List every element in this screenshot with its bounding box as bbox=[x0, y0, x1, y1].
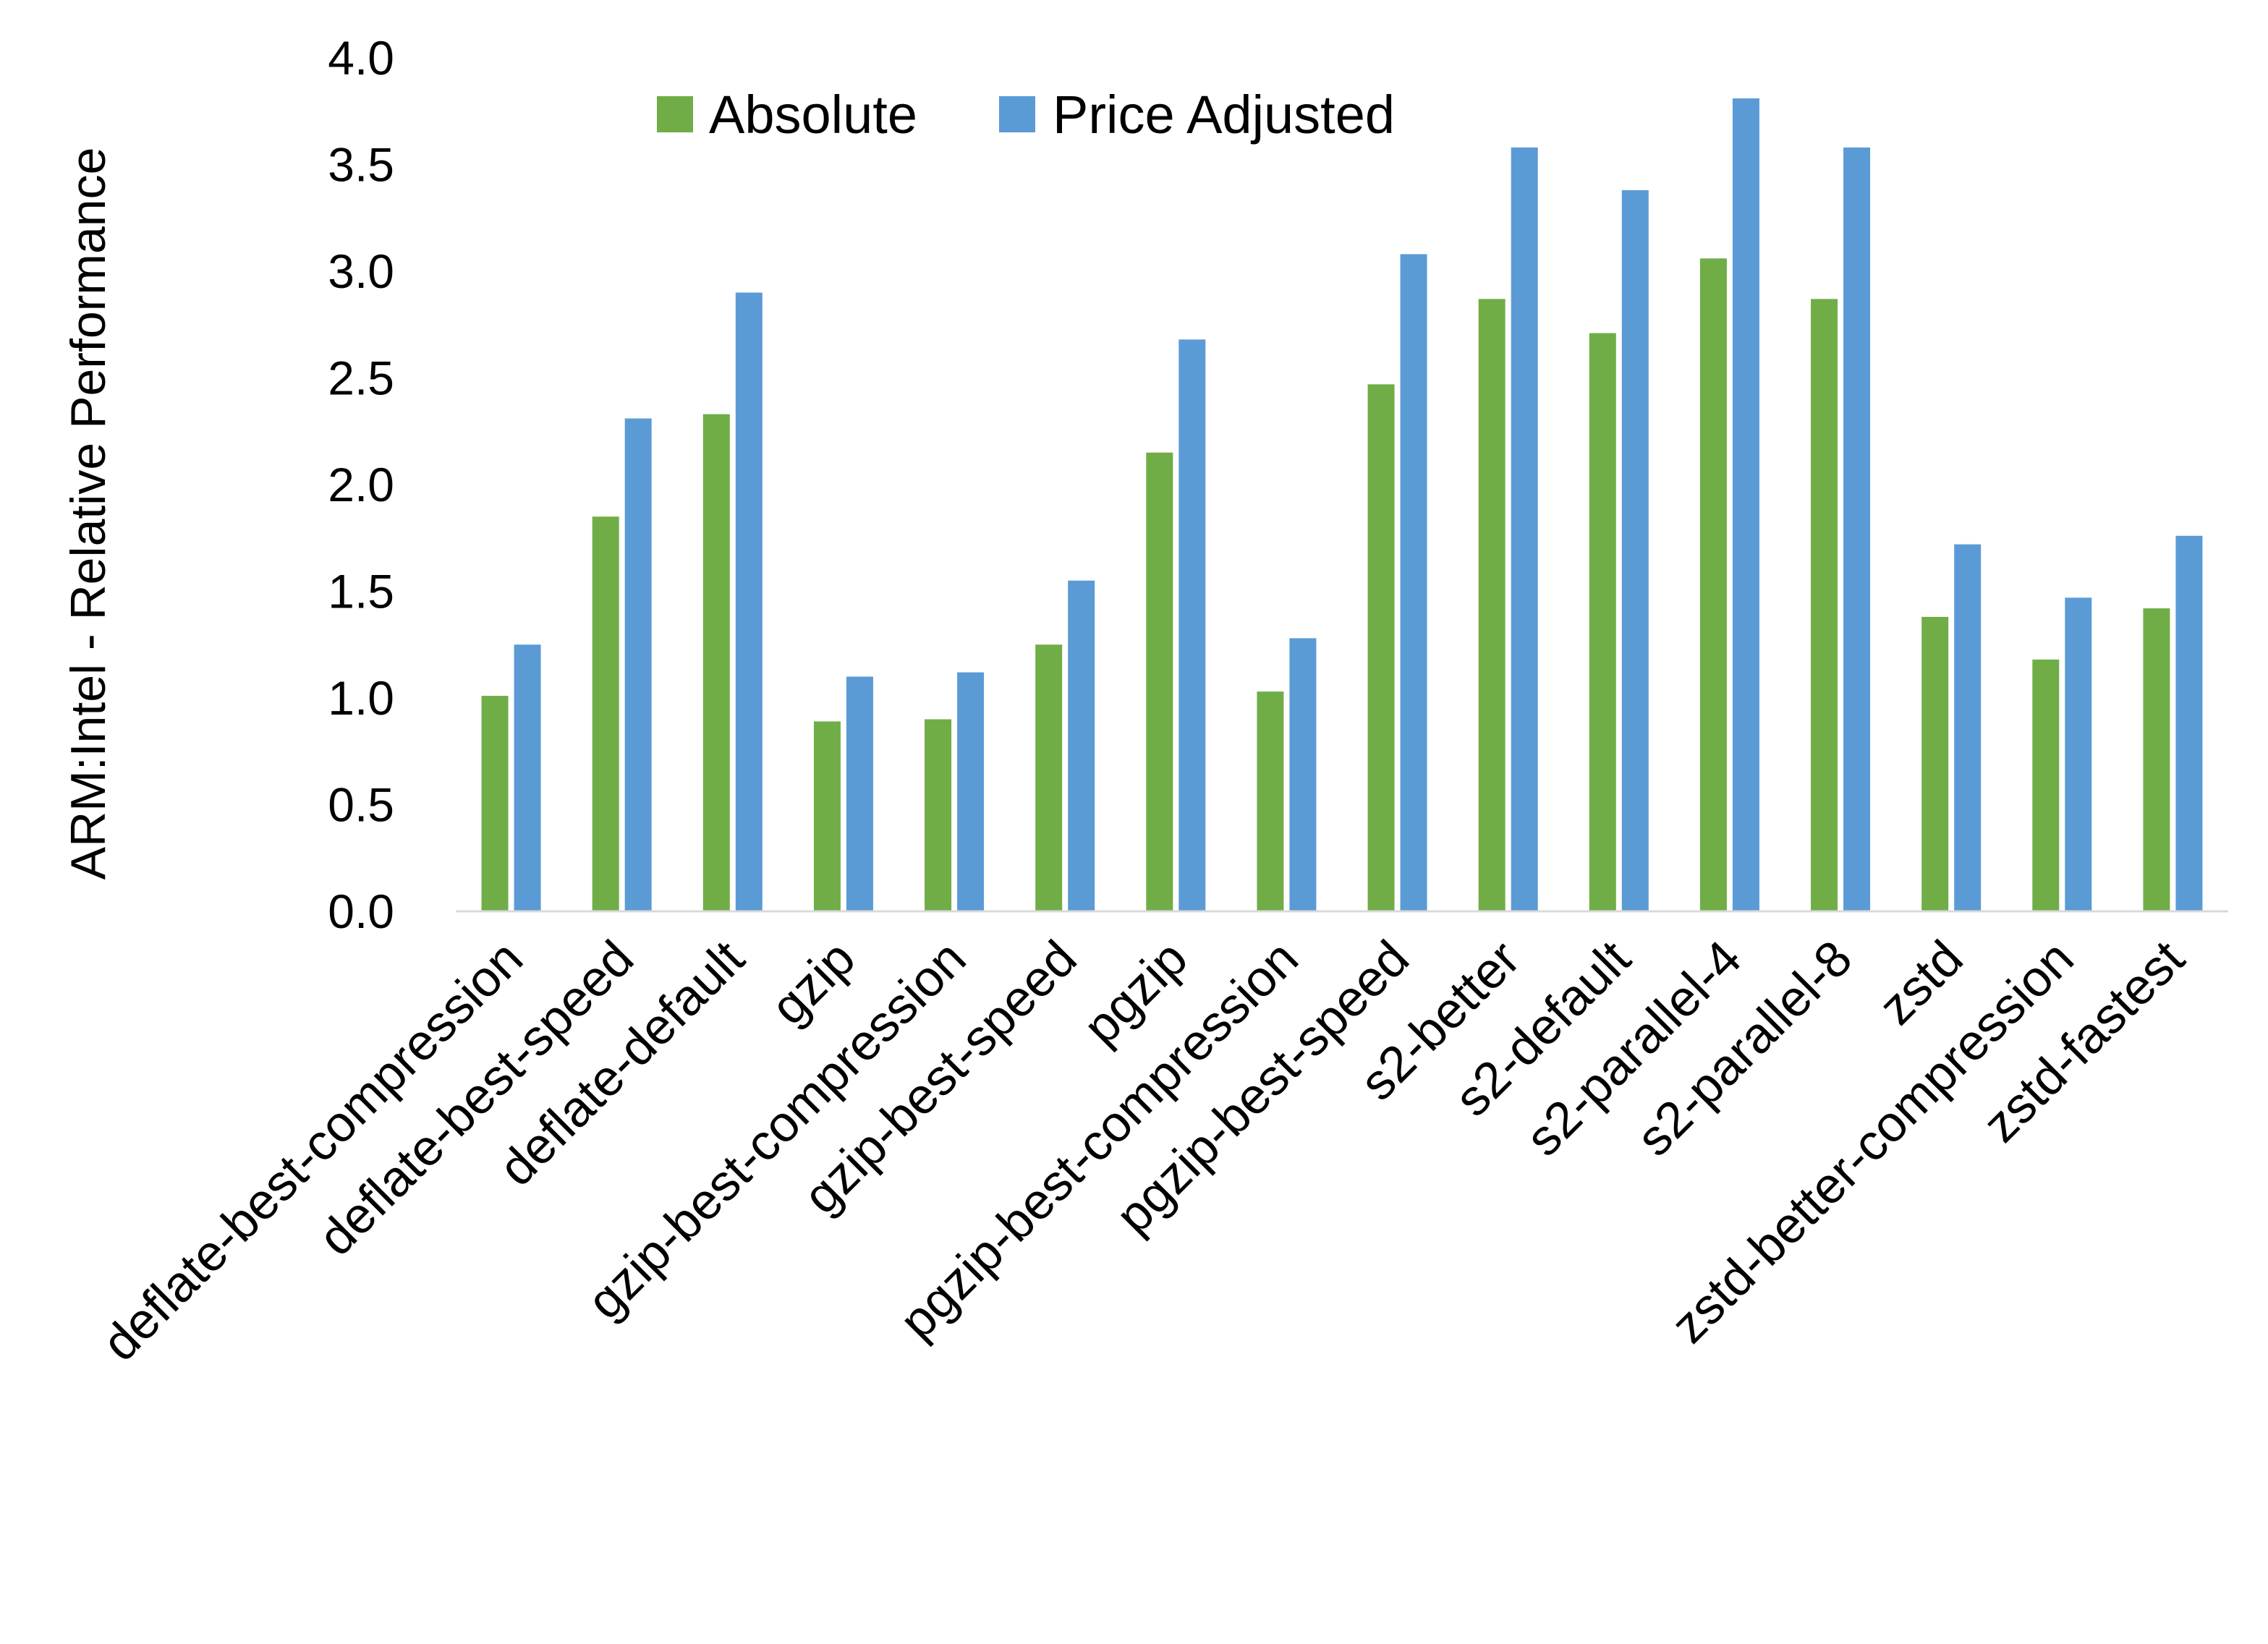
bar-absolute-gzip-best-speed bbox=[1035, 644, 1063, 911]
bar-absolute-zstd-better-compression bbox=[2032, 659, 2060, 911]
bar-absolute-deflate-best-speed bbox=[592, 516, 619, 911]
bar-absolute-pgzip-best-speed bbox=[1367, 384, 1395, 911]
bar-absolute-deflate-best-compression bbox=[481, 696, 509, 911]
y-tick-label: 3.5 bbox=[328, 138, 394, 192]
bar-price-adjusted-pgzip-best-compression bbox=[1289, 638, 1317, 911]
legend-swatch-price-adjusted bbox=[999, 96, 1035, 132]
y-tick-label: 3.0 bbox=[328, 244, 394, 298]
bar-absolute-s2-better bbox=[1478, 299, 1505, 912]
legend-label-price-adjusted: Price Adjusted bbox=[1053, 85, 1395, 145]
bar-price-adjusted-gzip-best-speed bbox=[1068, 580, 1095, 911]
bar-absolute-gzip-best-compression bbox=[925, 719, 952, 911]
y-tick-label: 2.5 bbox=[328, 352, 394, 405]
bar-price-adjusted-gzip bbox=[846, 676, 873, 911]
y-tick-label: 2.0 bbox=[328, 458, 394, 511]
bar-price-adjusted-s2-default bbox=[1621, 189, 1649, 911]
legend-label-absolute: Absolute bbox=[709, 85, 917, 145]
y-tick-label: 1.0 bbox=[328, 671, 394, 725]
bar-price-adjusted-pgzip bbox=[1178, 339, 1206, 911]
y-tick-label: 0.0 bbox=[328, 885, 394, 938]
bar-price-adjusted-s2-parallel-8 bbox=[1843, 147, 1871, 911]
legend: Absolute Price Adjusted bbox=[657, 85, 1395, 145]
bar-absolute-pgzip bbox=[1146, 452, 1173, 911]
x-category-label: deflate-best-compression bbox=[91, 929, 533, 1371]
bar-price-adjusted-deflate-best-compression bbox=[514, 644, 541, 911]
y-tick-label: 4.0 bbox=[328, 31, 394, 85]
bar-absolute-deflate-default bbox=[702, 414, 730, 911]
y-axis-title: ARM:Intel - Relative Performance bbox=[61, 148, 116, 880]
bar-absolute-s2-default bbox=[1589, 333, 1616, 911]
bar-price-adjusted-zstd-fastest bbox=[2175, 535, 2203, 911]
bar-price-adjusted-gzip-best-compression bbox=[957, 672, 985, 911]
bar-price-adjusted-deflate-default bbox=[735, 292, 763, 911]
y-tick-label: 1.5 bbox=[328, 565, 394, 618]
bar-absolute-s2-parallel-8 bbox=[1811, 299, 1838, 912]
bar-absolute-pgzip-best-compression bbox=[1257, 691, 1284, 911]
bar-absolute-s2-parallel-4 bbox=[1699, 258, 1727, 911]
bar-price-adjusted-zstd-better-compression bbox=[2065, 597, 2092, 911]
bar-absolute-gzip bbox=[813, 721, 841, 911]
bar-price-adjusted-deflate-best-speed bbox=[624, 418, 652, 911]
legend-swatch-absolute bbox=[657, 96, 693, 132]
bar-price-adjusted-pgzip-best-speed bbox=[1400, 254, 1427, 911]
bar-price-adjusted-s2-parallel-4 bbox=[1732, 98, 1759, 911]
bar-absolute-zstd-fastest bbox=[2143, 608, 2170, 911]
bar-price-adjusted-zstd bbox=[1954, 544, 1982, 911]
bar-absolute-zstd bbox=[1921, 616, 1949, 911]
bar-price-adjusted-s2-better bbox=[1511, 147, 1538, 911]
y-tick-label: 0.5 bbox=[328, 778, 394, 832]
